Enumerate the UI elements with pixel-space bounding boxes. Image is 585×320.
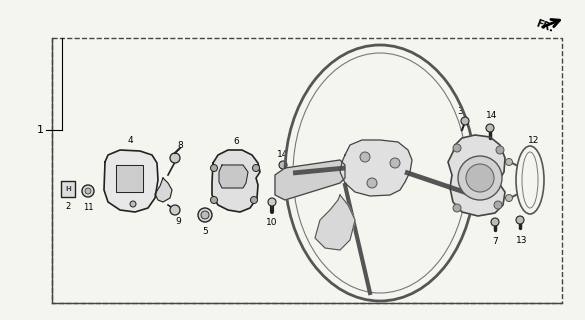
Circle shape bbox=[279, 161, 287, 169]
Text: 1: 1 bbox=[37, 125, 44, 135]
Circle shape bbox=[82, 185, 94, 197]
Circle shape bbox=[516, 216, 524, 224]
Circle shape bbox=[211, 196, 218, 204]
Circle shape bbox=[453, 204, 461, 212]
Circle shape bbox=[201, 211, 209, 219]
Circle shape bbox=[461, 117, 469, 125]
Circle shape bbox=[360, 152, 370, 162]
Polygon shape bbox=[155, 178, 172, 202]
Circle shape bbox=[170, 205, 180, 215]
Polygon shape bbox=[116, 165, 143, 192]
Text: 14: 14 bbox=[277, 150, 288, 159]
Text: 14: 14 bbox=[486, 111, 498, 120]
Polygon shape bbox=[275, 160, 345, 200]
Circle shape bbox=[367, 178, 377, 188]
Circle shape bbox=[85, 188, 91, 194]
Circle shape bbox=[453, 144, 461, 152]
Circle shape bbox=[130, 201, 136, 207]
Polygon shape bbox=[104, 150, 158, 212]
Circle shape bbox=[198, 208, 212, 222]
Circle shape bbox=[466, 164, 494, 192]
Text: FR.: FR. bbox=[535, 18, 555, 34]
Circle shape bbox=[170, 153, 180, 163]
Text: 4: 4 bbox=[127, 136, 133, 145]
Polygon shape bbox=[315, 195, 355, 250]
Circle shape bbox=[253, 164, 260, 172]
Polygon shape bbox=[212, 150, 260, 212]
Polygon shape bbox=[448, 135, 505, 216]
Circle shape bbox=[458, 156, 502, 200]
Circle shape bbox=[390, 158, 400, 168]
Circle shape bbox=[491, 218, 499, 226]
Circle shape bbox=[505, 158, 512, 165]
Text: 3: 3 bbox=[457, 107, 463, 116]
Text: 6: 6 bbox=[233, 137, 239, 146]
Circle shape bbox=[250, 196, 257, 204]
Text: 10: 10 bbox=[266, 218, 278, 227]
Circle shape bbox=[505, 195, 512, 202]
Bar bbox=[52, 38, 562, 303]
Circle shape bbox=[496, 146, 504, 154]
Text: 9: 9 bbox=[175, 217, 181, 226]
Text: 8: 8 bbox=[177, 141, 183, 150]
Circle shape bbox=[211, 164, 218, 172]
Text: 7: 7 bbox=[492, 237, 498, 246]
Text: H: H bbox=[65, 186, 71, 192]
Polygon shape bbox=[219, 165, 248, 188]
Circle shape bbox=[494, 201, 502, 209]
Bar bbox=[61, 181, 75, 197]
Text: 12: 12 bbox=[528, 136, 540, 145]
Text: 13: 13 bbox=[516, 236, 528, 245]
Polygon shape bbox=[340, 140, 412, 196]
Text: 11: 11 bbox=[82, 203, 93, 212]
Circle shape bbox=[486, 124, 494, 132]
Text: 2: 2 bbox=[66, 202, 71, 211]
Circle shape bbox=[268, 198, 276, 206]
Text: 5: 5 bbox=[202, 227, 208, 236]
